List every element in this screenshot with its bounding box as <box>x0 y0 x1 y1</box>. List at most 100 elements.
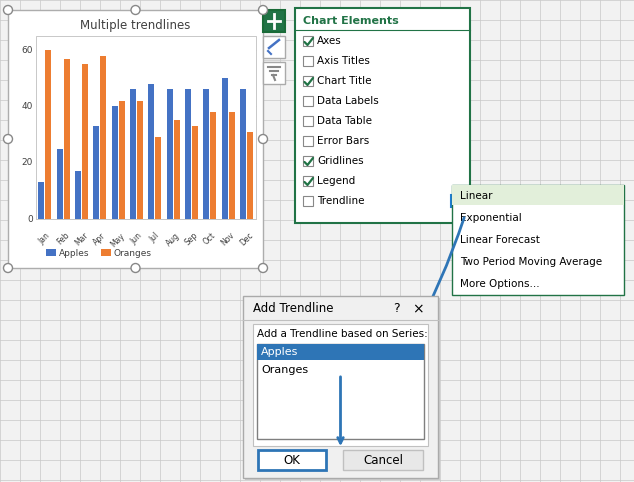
Text: ?: ? <box>392 303 399 316</box>
FancyBboxPatch shape <box>112 107 118 219</box>
FancyBboxPatch shape <box>303 136 313 146</box>
Text: 20: 20 <box>22 158 33 167</box>
FancyBboxPatch shape <box>303 196 313 206</box>
FancyBboxPatch shape <box>63 58 70 219</box>
Text: Legend: Legend <box>317 176 355 186</box>
Text: Trendline: Trendline <box>317 196 365 206</box>
Text: Error Bars: Error Bars <box>317 136 369 146</box>
FancyBboxPatch shape <box>257 344 424 439</box>
FancyBboxPatch shape <box>8 10 263 268</box>
Text: Axes: Axes <box>317 36 342 46</box>
FancyBboxPatch shape <box>75 171 81 219</box>
FancyBboxPatch shape <box>343 450 423 470</box>
FancyBboxPatch shape <box>247 132 253 219</box>
FancyBboxPatch shape <box>36 36 256 219</box>
Text: Sep: Sep <box>183 231 200 247</box>
FancyBboxPatch shape <box>303 76 313 86</box>
FancyBboxPatch shape <box>93 126 100 219</box>
Polygon shape <box>454 197 461 205</box>
Text: Two Period Moving Average: Two Period Moving Average <box>460 257 602 267</box>
Text: Axis Titles: Axis Titles <box>317 56 370 66</box>
FancyBboxPatch shape <box>258 450 326 470</box>
Circle shape <box>259 134 268 144</box>
Text: Jul: Jul <box>148 231 161 244</box>
Text: 40: 40 <box>22 102 33 111</box>
FancyBboxPatch shape <box>240 90 246 219</box>
FancyBboxPatch shape <box>204 90 209 219</box>
FancyBboxPatch shape <box>82 64 88 219</box>
Circle shape <box>4 264 13 272</box>
FancyBboxPatch shape <box>46 249 56 256</box>
Text: Add Trendline: Add Trendline <box>253 303 333 316</box>
FancyBboxPatch shape <box>229 112 235 219</box>
FancyBboxPatch shape <box>174 120 180 219</box>
Text: Multiple trendlines: Multiple trendlines <box>81 19 191 32</box>
FancyBboxPatch shape <box>451 195 464 207</box>
FancyBboxPatch shape <box>148 84 155 219</box>
Text: Mar: Mar <box>73 231 90 248</box>
Text: May: May <box>110 231 127 249</box>
Text: Linear: Linear <box>460 191 493 201</box>
Text: Apples: Apples <box>59 249 89 257</box>
FancyBboxPatch shape <box>303 156 313 166</box>
FancyBboxPatch shape <box>101 249 111 256</box>
FancyBboxPatch shape <box>257 344 424 360</box>
FancyBboxPatch shape <box>303 116 313 126</box>
Text: Nov: Nov <box>220 231 236 248</box>
Text: Data Table: Data Table <box>317 116 372 126</box>
Text: Feb: Feb <box>55 231 71 247</box>
FancyBboxPatch shape <box>100 56 107 219</box>
FancyBboxPatch shape <box>221 78 228 219</box>
FancyBboxPatch shape <box>452 185 624 295</box>
FancyBboxPatch shape <box>185 90 191 219</box>
FancyBboxPatch shape <box>263 36 285 58</box>
Text: Gridlines: Gridlines <box>317 156 364 166</box>
FancyBboxPatch shape <box>245 298 440 480</box>
FancyBboxPatch shape <box>45 50 51 219</box>
Text: Aug: Aug <box>165 231 182 248</box>
FancyBboxPatch shape <box>303 176 313 186</box>
Circle shape <box>259 5 268 14</box>
Text: Apples: Apples <box>261 347 299 357</box>
Text: Chart Title: Chart Title <box>317 76 372 86</box>
FancyBboxPatch shape <box>452 185 624 205</box>
Text: 60: 60 <box>22 46 33 54</box>
FancyBboxPatch shape <box>303 56 313 66</box>
Circle shape <box>4 134 13 144</box>
Text: Oranges: Oranges <box>261 365 308 375</box>
Circle shape <box>131 264 140 272</box>
Text: Oranges: Oranges <box>114 249 152 257</box>
Text: Jan: Jan <box>37 231 52 246</box>
Text: Apr: Apr <box>92 231 108 247</box>
FancyBboxPatch shape <box>243 296 438 478</box>
FancyBboxPatch shape <box>38 182 44 219</box>
FancyBboxPatch shape <box>303 36 313 46</box>
FancyBboxPatch shape <box>263 10 285 32</box>
FancyBboxPatch shape <box>56 148 63 219</box>
Text: Data Labels: Data Labels <box>317 96 378 106</box>
FancyBboxPatch shape <box>263 62 285 84</box>
Text: Dec: Dec <box>238 231 255 248</box>
FancyBboxPatch shape <box>130 90 136 219</box>
Text: 0: 0 <box>27 214 33 224</box>
Text: Jun: Jun <box>129 231 144 246</box>
Text: More Options...: More Options... <box>460 279 540 289</box>
FancyBboxPatch shape <box>167 90 173 219</box>
Text: ×: × <box>412 302 424 316</box>
Circle shape <box>259 264 268 272</box>
Circle shape <box>4 5 13 14</box>
FancyBboxPatch shape <box>137 101 143 219</box>
FancyBboxPatch shape <box>119 101 125 219</box>
Text: OK: OK <box>283 454 301 467</box>
Text: Chart Elements: Chart Elements <box>303 16 399 26</box>
Text: Linear Forecast: Linear Forecast <box>460 235 540 245</box>
Text: Oct: Oct <box>202 231 217 247</box>
Text: Exponential: Exponential <box>460 213 522 223</box>
FancyBboxPatch shape <box>303 96 313 106</box>
FancyBboxPatch shape <box>295 8 470 223</box>
FancyBboxPatch shape <box>210 112 216 219</box>
FancyBboxPatch shape <box>155 137 162 219</box>
FancyBboxPatch shape <box>192 126 198 219</box>
Text: Cancel: Cancel <box>363 454 403 467</box>
FancyBboxPatch shape <box>253 324 428 446</box>
